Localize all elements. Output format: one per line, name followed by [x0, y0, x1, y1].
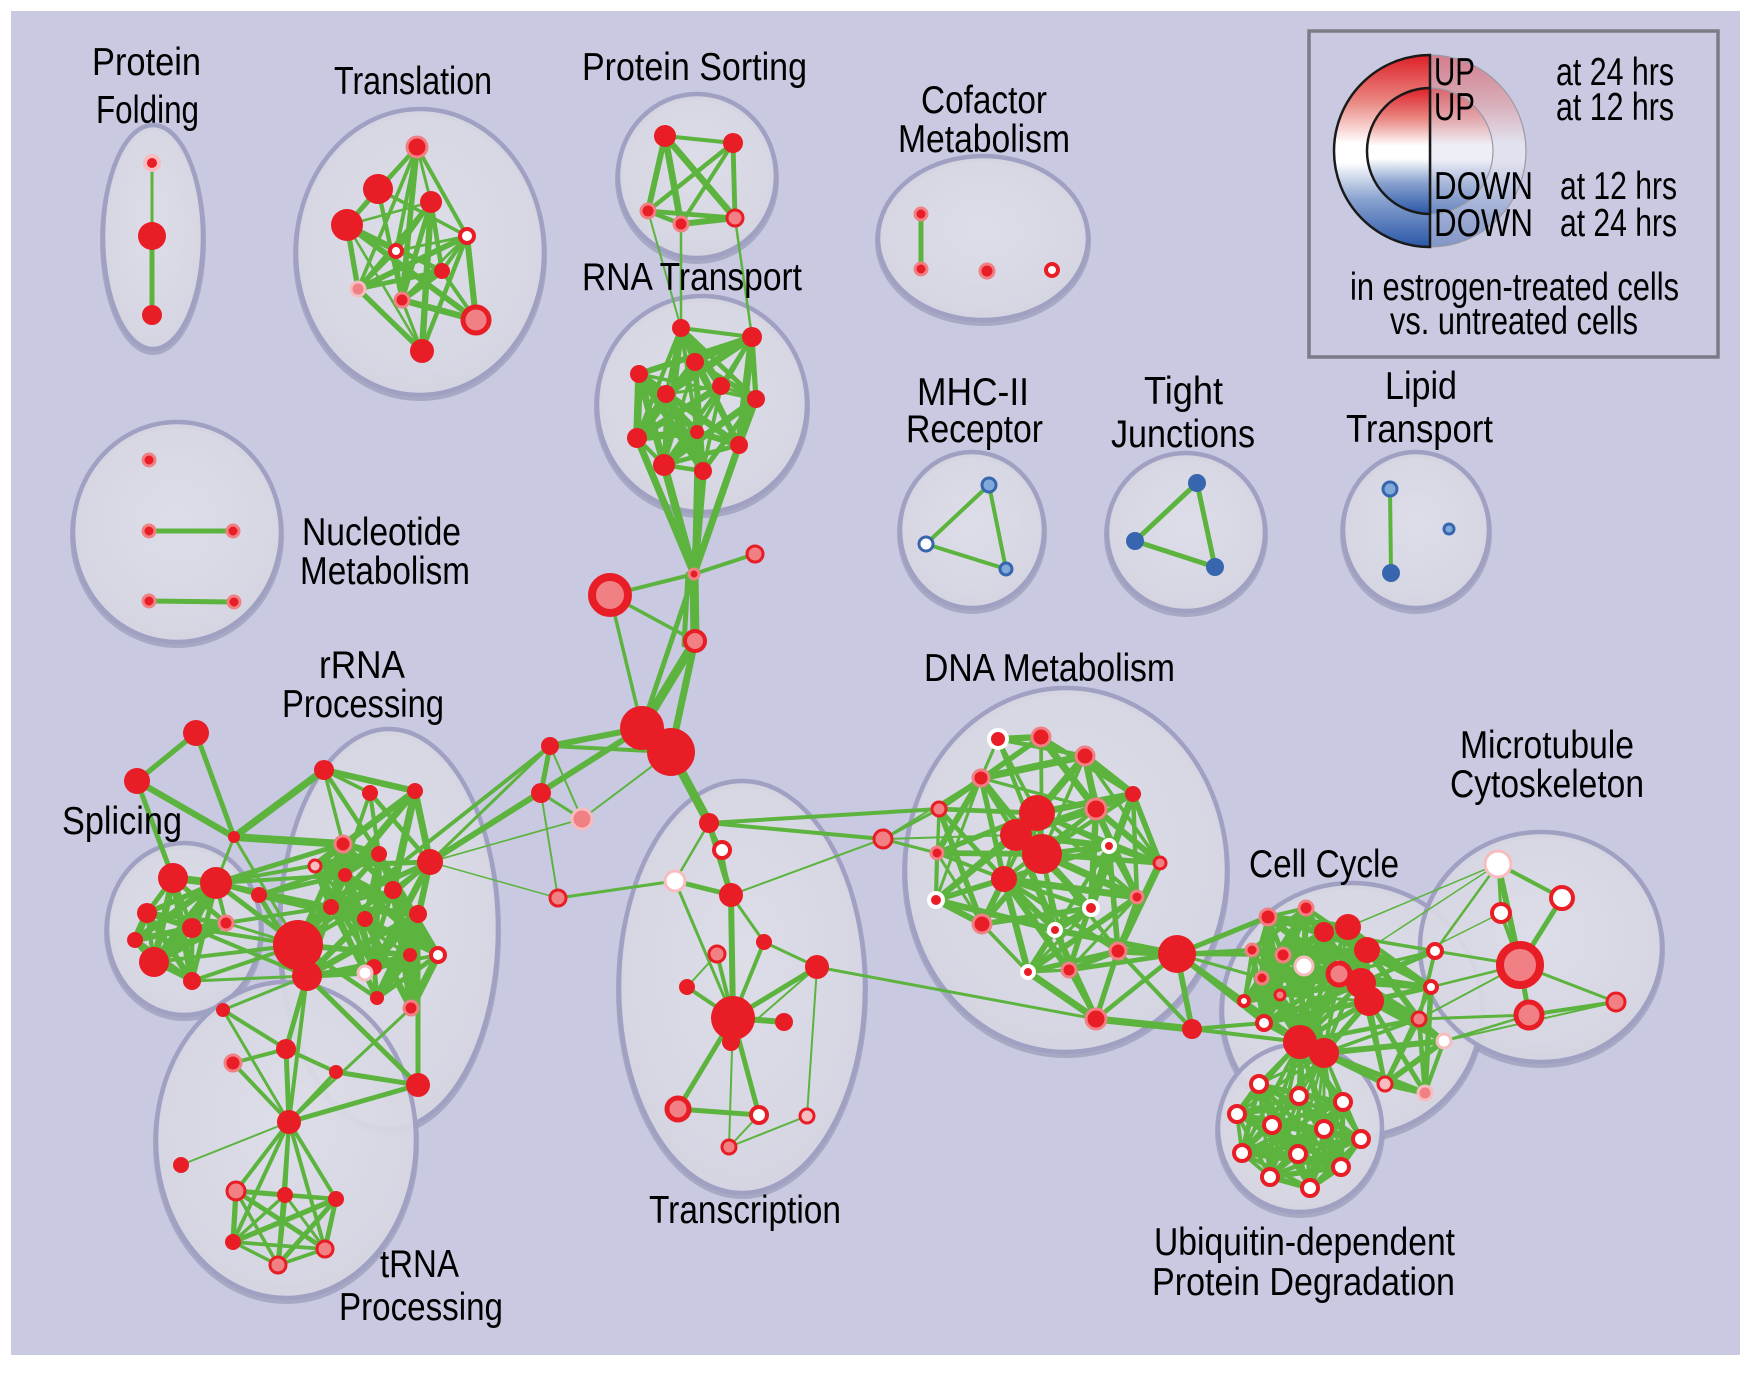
svg-text:Microtubule: Microtubule [1460, 724, 1634, 767]
svg-text:Translation: Translation [334, 60, 492, 103]
svg-text:DNA Metabolism: DNA Metabolism [924, 647, 1175, 690]
svg-text:Junctions: Junctions [1111, 413, 1255, 456]
svg-text:Transport: Transport [1346, 408, 1493, 451]
svg-text:in estrogen-treated cells: in estrogen-treated cells [1350, 266, 1679, 309]
svg-text:Lipid: Lipid [1385, 365, 1457, 408]
svg-text:Processing: Processing [339, 1286, 503, 1329]
svg-text:Splicing: Splicing [62, 800, 182, 843]
svg-text:Processing: Processing [282, 683, 444, 726]
svg-text:Tight: Tight [1144, 370, 1223, 413]
svg-text:UP: UP [1434, 86, 1475, 129]
svg-text:Protein: Protein [92, 41, 201, 84]
svg-text:vs. untreated cells: vs. untreated cells [1390, 300, 1638, 343]
svg-text:Cell Cycle: Cell Cycle [1249, 843, 1399, 886]
svg-text:at 24 hrs: at 24 hrs [1556, 51, 1674, 94]
svg-text:rRNA: rRNA [319, 644, 405, 687]
svg-text:Transcription: Transcription [649, 1189, 841, 1232]
svg-text:at 12 hrs: at 12 hrs [1560, 165, 1677, 208]
svg-text:DOWN: DOWN [1434, 165, 1533, 208]
svg-text:UP: UP [1434, 51, 1475, 94]
svg-text:MHC-II: MHC-II [917, 371, 1029, 414]
svg-text:Ubiquitin-dependent: Ubiquitin-dependent [1154, 1221, 1455, 1264]
svg-text:at 12 hrs: at 12 hrs [1556, 86, 1674, 129]
svg-text:Protein Degradation: Protein Degradation [1152, 1261, 1455, 1304]
svg-text:RNA Transport: RNA Transport [582, 256, 802, 299]
svg-text:DOWN: DOWN [1434, 202, 1533, 245]
svg-text:tRNA: tRNA [380, 1243, 459, 1286]
svg-text:Metabolism: Metabolism [300, 550, 470, 593]
svg-text:Protein Sorting: Protein Sorting [582, 46, 807, 89]
svg-text:Receptor: Receptor [906, 408, 1043, 451]
svg-text:at 24 hrs: at 24 hrs [1560, 202, 1677, 245]
svg-text:Nucleotide: Nucleotide [302, 511, 461, 554]
svg-text:Metabolism: Metabolism [898, 118, 1070, 161]
svg-text:Folding: Folding [96, 89, 199, 132]
svg-text:Cofactor: Cofactor [921, 79, 1047, 122]
svg-text:Cytoskeleton: Cytoskeleton [1450, 763, 1644, 806]
